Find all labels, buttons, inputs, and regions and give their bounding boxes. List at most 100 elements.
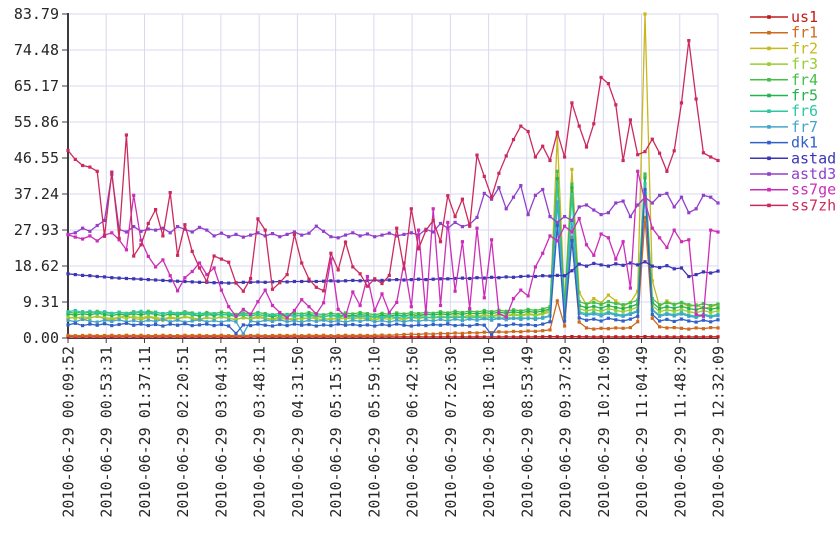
- data-point: [380, 281, 384, 286]
- data-point: [431, 315, 435, 319]
- data-point: [292, 308, 296, 313]
- data-point: [212, 314, 216, 318]
- data-point: [665, 191, 669, 195]
- data-point: [504, 275, 508, 279]
- data-point: [197, 333, 202, 337]
- data-point: [110, 333, 114, 337]
- y-axis-tick-label: 83.79: [14, 5, 59, 23]
- data-point: [555, 220, 559, 224]
- data-point: [541, 315, 545, 320]
- data-point: [694, 315, 698, 320]
- legend-point-marker: [767, 46, 771, 51]
- data-point: [665, 169, 669, 173]
- data-point: [606, 293, 610, 297]
- data-point: [73, 231, 77, 235]
- legend-label: fr7: [791, 118, 818, 136]
- data-point: [307, 277, 311, 281]
- data-point: [687, 307, 691, 311]
- data-point: [665, 326, 669, 330]
- data-point: [424, 324, 428, 328]
- data-point: [402, 312, 406, 316]
- data-point: [241, 280, 245, 284]
- y-axis-tick-label: 27.93: [14, 221, 59, 239]
- data-point: [468, 311, 472, 315]
- data-point: [409, 318, 413, 322]
- data-point: [241, 235, 245, 239]
- data-point: [482, 335, 486, 339]
- data-point: [219, 313, 223, 317]
- data-point: [628, 118, 632, 122]
- data-point: [117, 276, 121, 280]
- data-point: [285, 280, 289, 284]
- data-point: [453, 331, 457, 335]
- data-point: [482, 276, 486, 280]
- data-point: [146, 311, 150, 315]
- data-point: [570, 182, 574, 186]
- data-point: [658, 319, 662, 323]
- data-point: [679, 240, 684, 244]
- data-point: [241, 323, 245, 327]
- data-point: [468, 309, 472, 313]
- data-point: [139, 322, 143, 326]
- data-point: [197, 311, 202, 315]
- data-point: [548, 328, 552, 332]
- data-point: [614, 299, 618, 303]
- data-point: [124, 133, 128, 137]
- data-point: [139, 309, 143, 313]
- data-point: [606, 335, 610, 339]
- data-point: [438, 303, 443, 308]
- legend-item-fr2: fr2: [750, 39, 818, 57]
- data-point: [658, 335, 662, 339]
- data-point: [533, 155, 537, 159]
- data-point: [81, 226, 85, 230]
- data-point: [336, 319, 340, 323]
- data-point: [592, 307, 596, 311]
- data-point: [672, 149, 676, 153]
- data-point: [380, 322, 384, 327]
- data-point: [709, 228, 713, 232]
- data-point: [475, 153, 479, 157]
- data-point: [687, 211, 691, 215]
- data-point: [468, 314, 472, 318]
- data-point: [154, 310, 158, 314]
- data-point: [658, 310, 662, 314]
- data-point: [387, 320, 391, 324]
- data-point: [336, 236, 340, 240]
- data-point: [555, 181, 559, 185]
- data-point: [584, 243, 589, 247]
- data-point: [402, 278, 406, 282]
- data-point: [592, 312, 596, 316]
- data-point: [351, 312, 355, 316]
- data-point: [102, 322, 107, 326]
- data-point: [336, 307, 340, 311]
- data-point: [658, 193, 662, 197]
- data-point: [460, 310, 464, 315]
- data-point: [570, 167, 574, 171]
- data-point: [628, 286, 632, 290]
- data-point: [365, 274, 369, 279]
- data-point: [526, 312, 530, 316]
- data-point: [102, 234, 107, 238]
- data-point: [409, 315, 413, 320]
- data-point: [117, 312, 121, 316]
- data-point: [606, 316, 610, 320]
- data-point: [380, 335, 384, 339]
- data-point: [592, 327, 596, 331]
- data-point: [563, 274, 567, 278]
- legend-label: ss7ge: [791, 181, 836, 199]
- data-point: [709, 326, 713, 330]
- data-point: [438, 331, 443, 335]
- legend-item-fr6: fr6: [750, 102, 818, 120]
- data-point: [417, 247, 421, 251]
- data-point: [292, 230, 296, 234]
- data-point: [190, 319, 194, 323]
- data-point: [665, 245, 669, 250]
- data-point: [227, 316, 231, 320]
- data-point: [701, 193, 705, 197]
- data-point: [256, 231, 260, 235]
- data-point: [687, 303, 691, 307]
- data-point: [453, 220, 457, 224]
- data-point: [694, 273, 698, 277]
- data-point: [110, 324, 114, 328]
